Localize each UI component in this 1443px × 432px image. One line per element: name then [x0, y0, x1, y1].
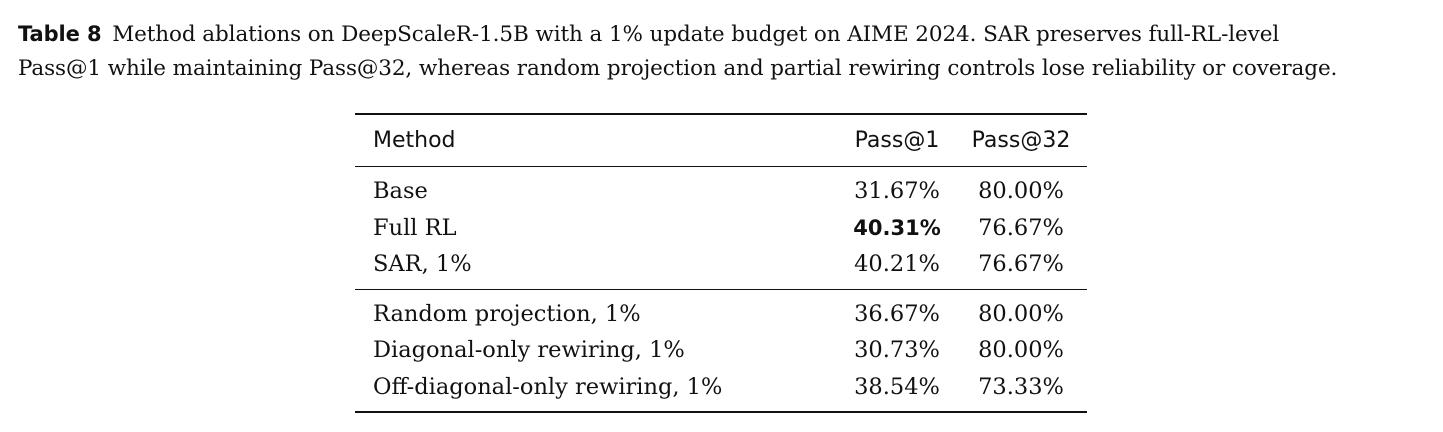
caption-text-1: Method ablations on DeepScaleR-1.5B with… — [112, 22, 1280, 47]
table-header-row: Method Pass@1 Pass@32 — [355, 114, 1087, 167]
row-pass1: 38.54% — [854, 373, 940, 400]
table-row: Base 31.67% 80.00% — [355, 167, 1087, 210]
header-pass1: Pass@1 — [833, 114, 961, 167]
row-method: Random projection, 1% — [355, 288, 833, 332]
table-row: Full RL 40.31% 76.67% — [355, 210, 1087, 247]
row-method: Base — [373, 178, 428, 205]
ablation-table: Method Pass@1 Pass@32 Base 31.67% 80.00%… — [355, 113, 1087, 413]
row-pass1: 36.67% — [833, 288, 961, 332]
caption-text-2: Pass@1 while maintaining Pass@32, wherea… — [18, 56, 1338, 81]
row-pass1-best: 40.31% — [853, 215, 941, 240]
table-caption: Table 8 Method ablations on DeepScaleR-1… — [18, 17, 1430, 86]
table-row: SAR, 1% 40.21% 76.67% — [355, 246, 1087, 289]
caption-line-1: Table 8 Method ablations on DeepScaleR-1… — [18, 17, 1430, 52]
row-method: Off-diagonal-only rewiring, 1% — [373, 373, 723, 400]
row-pass32: 76.67% — [978, 214, 1064, 241]
row-pass1: 31.67% — [854, 178, 940, 205]
row-method: Diagonal-only rewiring, 1% — [373, 337, 685, 364]
row-pass32: 80.00% — [978, 337, 1064, 364]
row-pass32: 80.00% — [978, 178, 1064, 205]
table-row: Random projection, 1% 36.67% 80.00% — [355, 288, 1087, 332]
table-row: Diagonal-only rewiring, 1% 30.73% 80.00% — [355, 332, 1087, 369]
row-method: Full RL — [373, 214, 457, 241]
header-pass32: Pass@32 — [961, 114, 1087, 167]
row-pass32: 80.00% — [961, 288, 1087, 332]
caption-label: Table 8 — [18, 22, 102, 46]
table-row: Off-diagonal-only rewiring, 1% 38.54% 73… — [355, 369, 1087, 413]
row-method: SAR, 1% — [373, 251, 472, 278]
row-pass1: 30.73% — [854, 337, 940, 364]
row-pass32: 76.67% — [978, 251, 1064, 278]
header-method: Method — [355, 114, 833, 167]
row-pass32: 73.33% — [978, 373, 1064, 400]
row-pass1: 40.21% — [854, 251, 940, 278]
